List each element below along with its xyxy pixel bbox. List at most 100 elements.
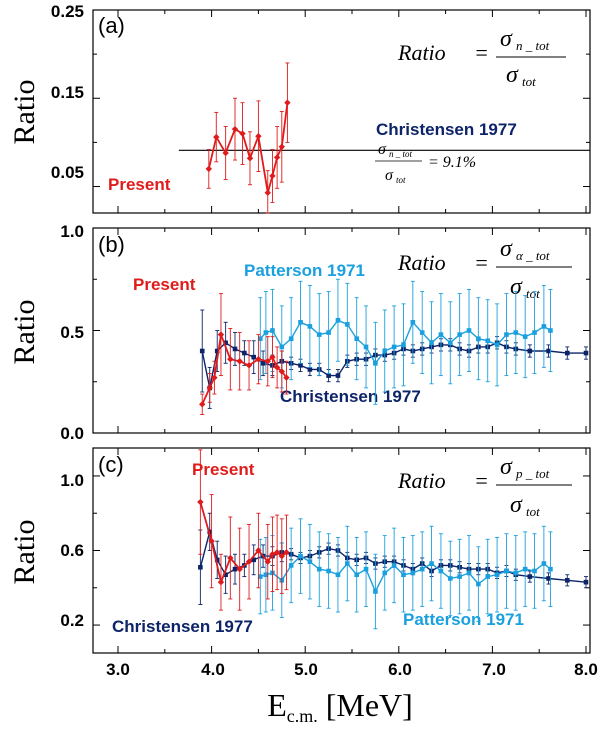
panel-b-christensen-label: Christensen 1977 xyxy=(280,387,421,406)
panel-b-patterson-point xyxy=(288,336,294,341)
svg-text:=: = xyxy=(474,40,489,65)
panel-a-present-point xyxy=(239,130,246,137)
panel-b-christensen-point xyxy=(298,363,303,368)
panel-b-patterson-point xyxy=(438,332,444,337)
panel-c-present-point xyxy=(255,547,262,554)
panel-b-christensen-point xyxy=(251,354,257,360)
panel-a-present-point xyxy=(269,172,276,180)
panel-c-patterson-point xyxy=(263,572,269,578)
panel-a-hline-formula: σ n _ tot σ tot = 9.1% xyxy=(375,141,476,185)
panel-b-christensen-point xyxy=(326,373,331,378)
panel-b-patterson-point xyxy=(279,344,285,350)
panel-b-patterson-point xyxy=(429,340,434,346)
svg-text:Ratio: Ratio xyxy=(397,250,446,275)
svg-text:tot: tot xyxy=(522,74,536,89)
panel-a-present-point xyxy=(264,189,271,196)
panel-b-patterson-point xyxy=(316,332,322,337)
panel-b-patterson-point xyxy=(419,330,425,335)
svg-text:σ: σ xyxy=(500,454,513,480)
svg-text:σ: σ xyxy=(500,236,513,262)
panel-c-patterson-point xyxy=(541,561,547,566)
panel-c-patterson-point xyxy=(373,589,378,594)
panel-c-present-point xyxy=(269,551,276,558)
panel-b-christensen-point xyxy=(260,361,266,366)
panel-b-patterson-point xyxy=(298,320,303,325)
panel-c-patterson-point xyxy=(522,566,528,572)
panel-b-patterson-label: Patterson 1971 xyxy=(244,261,365,280)
x-axis-label: Ec.m. [MeV] xyxy=(267,687,413,726)
panel-b-christensen-point xyxy=(214,348,220,354)
panel-c-patterson-point xyxy=(485,574,491,579)
xtick-3: 6.0 xyxy=(388,660,412,679)
panel-a-ytick-1: 0.15 xyxy=(51,83,84,102)
panel-b-patterson-point xyxy=(504,332,509,337)
panel-a-present-point xyxy=(246,155,254,162)
panel-b-patterson-point xyxy=(257,336,263,341)
xtick-2: 5.0 xyxy=(294,660,318,679)
panel-b-patterson-point xyxy=(382,348,388,354)
panel-c-patterson-label: Patterson 1971 xyxy=(403,610,524,629)
panel-b-patterson-point xyxy=(391,344,397,350)
panel-a-label: (a) xyxy=(98,13,125,38)
panel-c-patterson-point xyxy=(476,581,481,587)
panel-a-present-point xyxy=(231,125,239,133)
panel-b-present-point xyxy=(245,362,253,369)
svg-text:= 9.1%: = 9.1% xyxy=(428,154,476,171)
panel-c-christensen-label: Christensen 1977 xyxy=(112,617,253,636)
svg-text:Ratio: Ratio xyxy=(397,468,446,493)
panel-c-patterson-point xyxy=(532,568,537,574)
panel-c-present-point xyxy=(278,552,285,560)
panel-b-christensen-point xyxy=(223,340,228,346)
panel-b-present-point xyxy=(217,331,225,338)
panel-b-present-point xyxy=(264,358,271,365)
panel-b-formula: Ratio = σ α _ tot σ tot xyxy=(397,236,572,301)
panel-c-present-point xyxy=(264,558,271,565)
panel-a-present-point xyxy=(278,143,285,151)
panel-c-formula: Ratio = σ p _ tot σ tot xyxy=(397,454,572,519)
panel-c-patterson-point xyxy=(257,574,263,579)
panel-b-christensen-point xyxy=(335,373,341,378)
panel-c-christensen-point xyxy=(232,566,238,572)
panel-a-present-point xyxy=(255,133,262,140)
panel-c-patterson-point xyxy=(401,572,406,578)
panel-b-christensen-point xyxy=(527,348,533,354)
panel-c-present-point xyxy=(236,565,243,573)
panel-c-patterson-point xyxy=(429,561,434,566)
panel-b-ytick-1: 0.5 xyxy=(60,323,84,342)
panel-c-christensen-point xyxy=(527,574,533,579)
panel-c-label: (c) xyxy=(98,452,124,477)
panel-c-patterson-point xyxy=(382,570,388,576)
panel-c-plot xyxy=(93,448,590,653)
panel-b-present-label: Present xyxy=(133,275,196,294)
svg-text:σ: σ xyxy=(378,141,387,158)
xtick-0: 3.0 xyxy=(106,660,130,679)
panel-c-present-point xyxy=(273,549,281,556)
panel-b-present-point xyxy=(211,374,218,381)
panel-c-present-point xyxy=(217,578,225,586)
panel-c-patterson-point xyxy=(288,563,294,568)
panel-c-christensen-point xyxy=(546,576,551,581)
panel-b-present-point xyxy=(227,356,234,363)
panel-b-patterson-point xyxy=(373,361,378,366)
panel-a-plot xyxy=(93,9,590,214)
panel-c-patterson-point xyxy=(345,561,350,566)
panel-c-present-point xyxy=(227,554,234,562)
panel-b-christensen-point xyxy=(546,348,551,354)
panel-c-ytick-1: 0.6 xyxy=(60,541,84,560)
panel-c-patterson-point xyxy=(335,572,341,578)
panel-b-present-point xyxy=(199,401,206,408)
panel-c-patterson-point xyxy=(457,574,462,579)
svg-text:Ratio: Ratio xyxy=(397,40,446,65)
panel-c-patterson-point xyxy=(316,566,322,572)
panel-a-formula: Ratio = σ n _ tot σ tot xyxy=(397,26,566,89)
panel-c-patterson-point xyxy=(307,559,313,564)
panel-c-patterson-point xyxy=(494,572,500,578)
panel-b-present-point xyxy=(283,374,290,381)
panel-b-patterson-point xyxy=(548,328,553,333)
panel-b-plot xyxy=(93,227,590,434)
svg-text:=: = xyxy=(474,250,489,275)
panel-a-present-label: Present xyxy=(108,175,171,194)
panel-c-christensen-point xyxy=(564,578,570,583)
svg-text:n _ tot: n _ tot xyxy=(389,149,413,159)
